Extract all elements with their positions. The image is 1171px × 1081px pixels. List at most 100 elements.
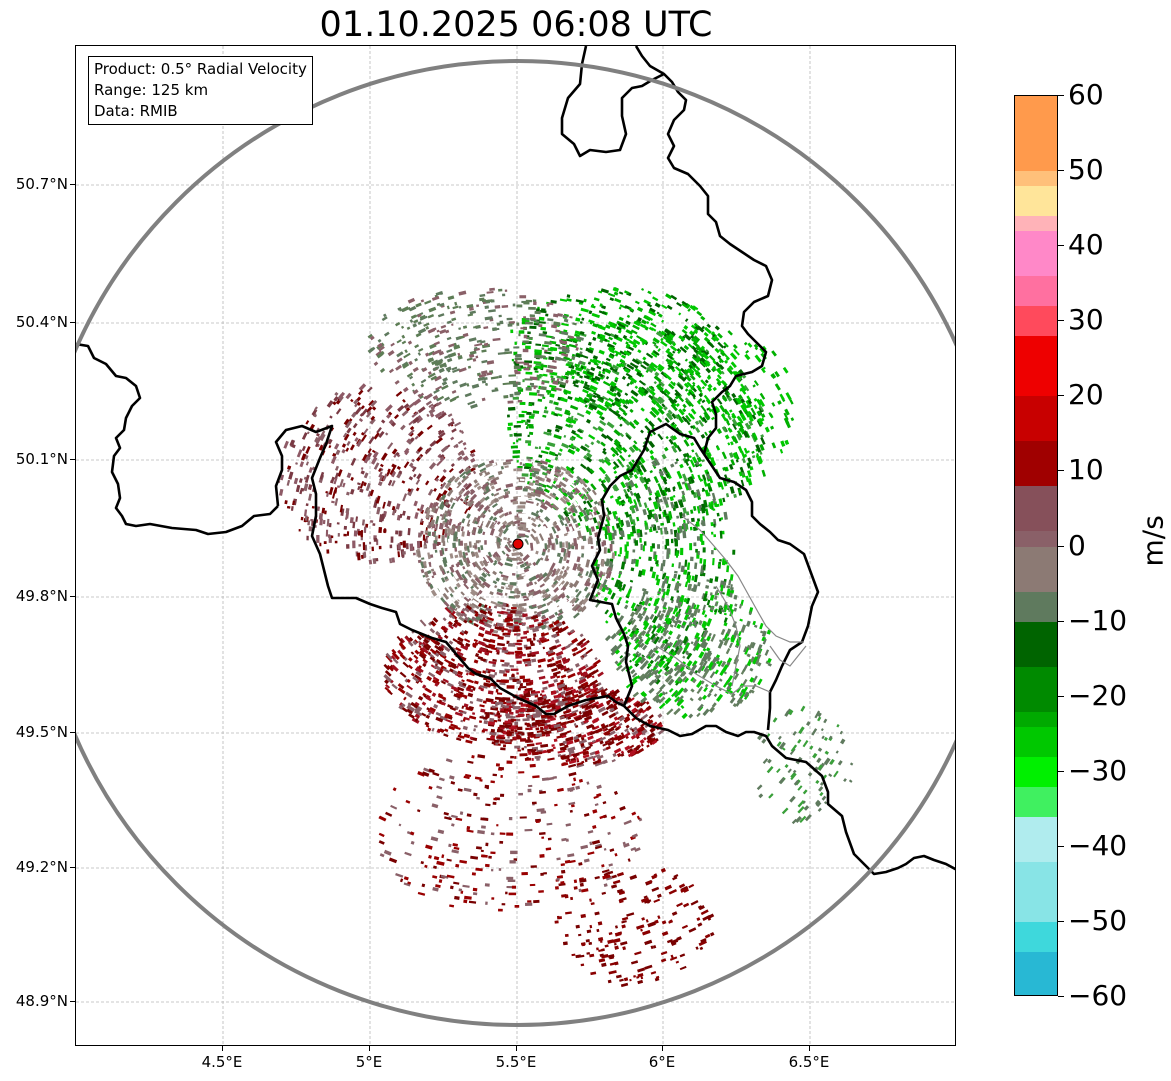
echo-pixel [414,357,419,362]
echo-pixel [544,446,551,451]
echo-pixel [585,559,591,568]
echo-pixel [344,517,348,520]
echo-pixel [666,583,671,589]
echo-pixel [621,583,627,591]
echo-pixel [728,452,734,458]
echo-pixel [670,538,674,544]
echo-pixel [718,367,722,371]
echo-pixel [620,561,626,570]
echo-pixel [473,728,477,732]
echo-pixel [509,467,513,471]
echo-pixel [387,350,395,357]
echo-pixel [358,383,367,391]
echo-pixel [717,563,721,567]
echo-pixel [705,473,711,480]
echo-pixel [615,410,620,414]
echo-pixel [506,608,511,612]
echo-pixel [414,435,419,440]
echo-pixel [490,536,493,542]
echo-pixel [506,702,511,706]
echo-pixel [632,519,636,526]
echo-pixel [581,399,588,404]
echo-pixel [305,503,309,507]
echo-pixel [535,727,540,731]
echo-pixel [720,517,724,520]
echo-pixel [633,558,637,564]
echo-pixel [402,540,406,548]
echo-pixel [318,514,323,519]
echo-pixel [538,533,545,542]
echo-pixel [300,516,304,521]
echo-pixel [654,302,661,308]
echo-pixel [637,317,642,322]
echo-pixel [575,366,582,371]
echo-pixel [592,394,597,399]
echo-pixel [517,466,523,469]
radar-map[interactable] [75,45,956,1046]
echo-pixel [517,381,521,385]
echo-pixel [463,583,470,590]
echo-pixel [760,434,765,438]
echo-pixel [407,297,416,304]
echo-pixel [526,743,535,747]
echo-pixel [720,584,724,592]
echo-pixel [586,393,593,399]
echo-pixel [535,742,542,745]
echo-pixel [642,644,648,651]
echo-pixel [602,380,611,387]
echo-pixel [597,671,604,678]
echo-pixel [728,428,733,433]
echo-pixel [624,544,628,552]
echo-pixel [461,694,468,699]
echo-pixel [454,509,460,517]
echo-pixel [307,520,311,526]
echo-pixel [525,371,533,375]
echo-pixel [650,322,657,328]
echo-pixel [686,391,692,397]
echo-pixel [681,300,688,307]
echo-pixel [516,361,525,364]
echo-pixel [570,338,578,343]
echo-pixel [626,363,635,370]
echo-pixel [686,660,693,667]
echo-pixel [615,446,623,454]
echo-pixel [513,605,519,608]
echo-pixel [555,424,563,430]
echo-pixel [624,631,629,635]
echo-pixel [691,375,696,380]
echo-pixel [643,502,648,509]
echo-pixel [435,515,440,525]
echo-pixel [641,600,646,606]
echo-pixel [676,515,680,519]
echo-pixel [545,708,553,713]
echo-pixel [386,500,392,507]
echo-pixel [683,613,690,621]
echo-pixel [612,461,620,469]
echo-pixel [402,493,408,502]
echo-pixel [637,570,643,577]
echo-pixel [458,731,462,736]
echo-pixel [461,531,465,537]
echo-pixel [639,739,645,745]
echo-pixel [503,744,507,748]
echo-pixel [644,532,648,535]
echo-pixel [566,370,575,375]
echo-pixel [513,346,520,349]
echo-pixel [553,550,558,557]
echo-pixel [469,715,477,720]
echo-pixel [655,345,659,349]
echo-pixel [620,416,624,420]
echo-pixel [525,387,532,391]
echo-pixel [579,595,583,599]
echo-pixel [441,586,446,590]
echo-pixel [601,395,610,402]
echo-pixel [587,508,592,512]
echo-pixel [603,547,607,554]
echo-pixel [355,516,359,522]
echo-pixel [656,311,660,315]
echo-pixel [551,336,556,340]
echo-pixel [617,329,622,334]
echo-pixel [729,352,738,360]
echo-pixel [723,341,729,348]
echo-pixel [666,360,674,367]
